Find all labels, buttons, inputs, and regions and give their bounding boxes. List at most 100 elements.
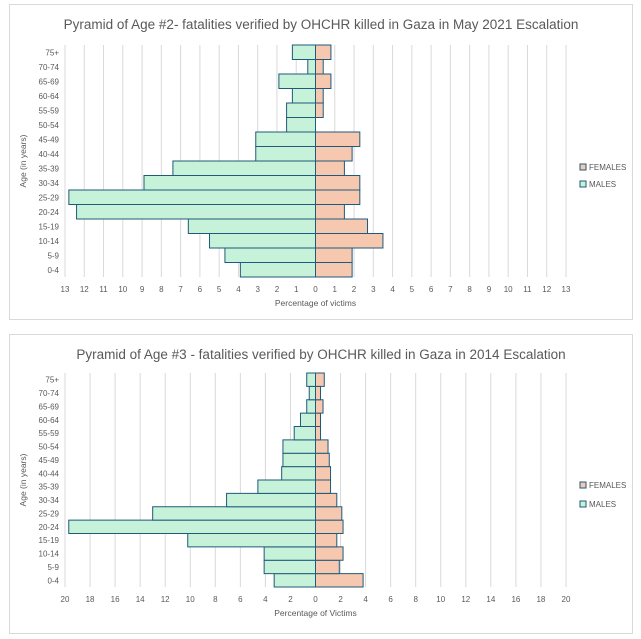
female-bar bbox=[315, 506, 343, 521]
x-tick-label: 12 bbox=[161, 595, 170, 604]
y-tick-label: 35-39 bbox=[39, 164, 60, 173]
male-bar bbox=[281, 466, 316, 481]
male-bar bbox=[282, 452, 316, 468]
x-tick-label: 10 bbox=[436, 595, 445, 604]
female-bar bbox=[315, 59, 324, 75]
x-tick-label: 5 bbox=[217, 285, 222, 294]
male-bar bbox=[68, 189, 316, 205]
x-tick-label: 16 bbox=[111, 595, 120, 604]
y-tick-label: 50-54 bbox=[39, 121, 60, 130]
male-bar bbox=[291, 44, 316, 60]
female-bar bbox=[315, 247, 353, 263]
female-bar bbox=[315, 399, 324, 414]
female-bar bbox=[315, 519, 344, 534]
male-bar bbox=[187, 533, 316, 548]
female-bar bbox=[315, 189, 361, 205]
x-tick-label: 20 bbox=[61, 595, 70, 604]
female-bar bbox=[315, 573, 364, 588]
y-tick-label: 70-74 bbox=[39, 389, 60, 398]
y-tick-label: 55-59 bbox=[39, 429, 60, 438]
chart-panel-2021: Pyramid of Age #2- fatalities verified b… bbox=[9, 4, 633, 320]
x-tick-label: 4 bbox=[363, 595, 368, 604]
female-bar bbox=[315, 218, 369, 234]
y-tick-label: 75+ bbox=[45, 376, 59, 385]
y-tick-label: 50-54 bbox=[39, 443, 60, 452]
x-tick-label: 18 bbox=[536, 595, 545, 604]
y-tick-label: 30-34 bbox=[39, 496, 60, 505]
female-bar bbox=[315, 131, 361, 147]
female-bar bbox=[315, 466, 332, 481]
x-tick-label: 3 bbox=[371, 285, 376, 294]
y-tick-label: 40-44 bbox=[39, 150, 60, 159]
male-bar bbox=[187, 218, 316, 234]
female-bar bbox=[315, 546, 344, 561]
x-tick-label: 1 bbox=[333, 285, 338, 294]
x-tick-label: 4 bbox=[390, 285, 395, 294]
x-tick-label: 10 bbox=[186, 595, 195, 604]
male-bar bbox=[306, 399, 317, 414]
x-tick-label: 0 bbox=[313, 595, 318, 604]
x-tick-label: 7 bbox=[448, 285, 453, 294]
x-tick-label: 13 bbox=[562, 285, 571, 294]
x-tick-label: 8 bbox=[467, 285, 472, 294]
legend-swatch bbox=[579, 500, 587, 508]
legend-swatch bbox=[579, 481, 587, 489]
y-tick-label: 5-9 bbox=[47, 563, 59, 572]
legend-label: FEMALES bbox=[589, 481, 626, 490]
x-tick-label: 18 bbox=[86, 595, 95, 604]
y-tick-label: 25-29 bbox=[39, 509, 60, 518]
male-bar bbox=[308, 385, 316, 401]
y-tick-label: 60-64 bbox=[39, 92, 60, 101]
y-tick-label: 70-74 bbox=[39, 63, 60, 72]
x-tick-label: 3 bbox=[255, 285, 260, 294]
x-tick-label: 20 bbox=[562, 595, 571, 604]
y-tick-label: 10-14 bbox=[39, 237, 60, 246]
y-tick-label: 45-49 bbox=[39, 135, 60, 144]
male-bar bbox=[255, 131, 316, 147]
y-tick-label: 5-9 bbox=[47, 251, 59, 260]
legend-label: FEMALES bbox=[589, 163, 626, 172]
male-bar bbox=[257, 479, 316, 494]
y-tick-label: 0-4 bbox=[47, 266, 59, 275]
x-tick-label: 12 bbox=[461, 595, 470, 604]
male-bar bbox=[299, 412, 317, 427]
male-bar bbox=[224, 247, 316, 263]
y-tick-label: 15-19 bbox=[39, 536, 60, 545]
male-bar bbox=[278, 73, 316, 89]
y-tick-label: 30-34 bbox=[39, 179, 60, 188]
female-bar bbox=[315, 426, 322, 441]
x-tick-label: 6 bbox=[388, 595, 393, 604]
x-tick-label: 10 bbox=[504, 285, 513, 294]
female-bar bbox=[315, 439, 329, 454]
y-tick-label: 35-39 bbox=[39, 483, 60, 492]
female-bar bbox=[315, 533, 338, 548]
female-bar bbox=[315, 102, 324, 118]
female-bar bbox=[315, 146, 353, 162]
x-tick-label: 6 bbox=[238, 595, 243, 604]
legend-swatch bbox=[579, 163, 587, 171]
female-bar bbox=[315, 385, 322, 401]
x-tick-label: 4 bbox=[263, 595, 268, 604]
x-tick-label: 10 bbox=[118, 285, 127, 294]
male-bar bbox=[286, 117, 317, 133]
x-tick-label: 16 bbox=[511, 595, 520, 604]
x-tick-label: 9 bbox=[140, 285, 145, 294]
male-bar bbox=[286, 102, 317, 118]
x-tick-label: 0 bbox=[313, 285, 318, 294]
x-tick-label: 2 bbox=[288, 595, 293, 604]
legend-label: MALES bbox=[589, 500, 616, 509]
male-bar bbox=[273, 573, 317, 588]
female-bar bbox=[315, 88, 324, 104]
male-bar bbox=[282, 439, 316, 454]
x-tick-label: 6 bbox=[198, 285, 203, 294]
x-tick-label: 12 bbox=[542, 285, 551, 294]
x-tick-label: 8 bbox=[413, 595, 418, 604]
female-bar bbox=[315, 175, 361, 191]
y-tick-label: 20-24 bbox=[39, 523, 60, 532]
male-bar bbox=[226, 492, 316, 508]
female-bar bbox=[315, 160, 345, 176]
female-bar bbox=[315, 262, 353, 278]
male-bar bbox=[152, 506, 316, 521]
male-bar bbox=[263, 559, 317, 575]
x-tick-label: 13 bbox=[61, 285, 70, 294]
